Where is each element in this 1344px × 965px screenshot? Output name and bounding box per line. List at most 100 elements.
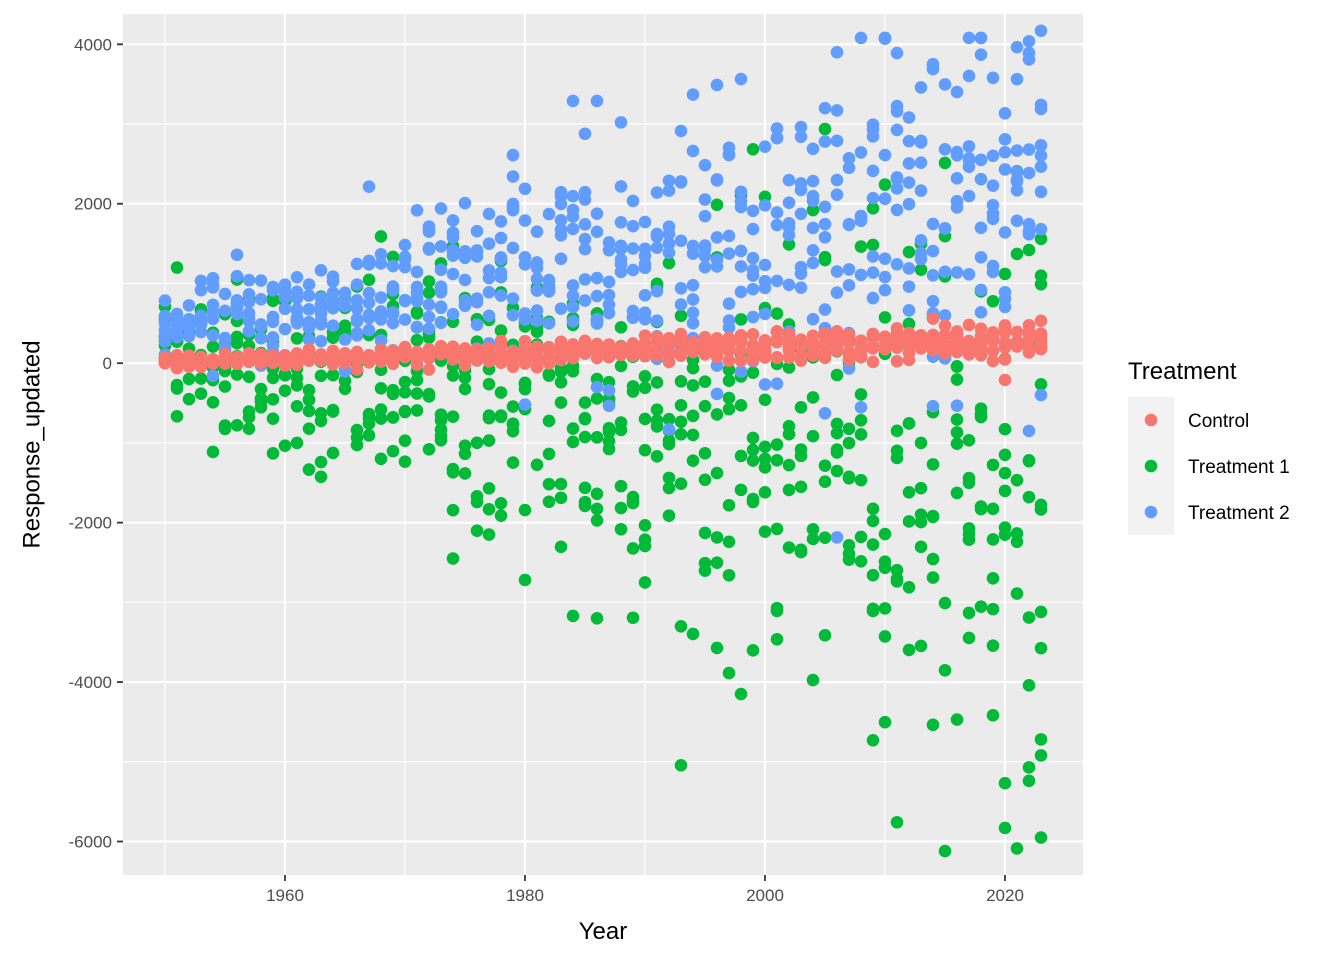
data-point (914, 81, 928, 94)
data-point (698, 473, 712, 487)
data-point (482, 207, 496, 221)
data-point (542, 273, 556, 287)
data-point (446, 352, 460, 366)
data-point (794, 260, 808, 274)
data-point (278, 439, 292, 453)
data-point (422, 286, 436, 299)
data-point (398, 434, 412, 447)
data-point (1010, 325, 1024, 339)
legend-key (1144, 413, 1158, 427)
data-point (1034, 185, 1048, 199)
data-point (482, 482, 496, 495)
data-point (830, 286, 844, 299)
data-point (662, 246, 676, 259)
data-point (698, 193, 712, 206)
data-point (746, 352, 760, 366)
data-point (794, 340, 808, 354)
data-point (254, 292, 268, 306)
data-point (686, 428, 700, 442)
data-point (938, 78, 952, 91)
data-point (902, 643, 916, 657)
data-point (914, 540, 928, 554)
plot-panel-background (123, 14, 1083, 875)
data-point (302, 289, 316, 302)
data-point (374, 257, 388, 270)
data-point (842, 538, 856, 552)
data-point (698, 556, 712, 570)
data-point (350, 329, 364, 342)
data-point (482, 264, 496, 277)
data-point (806, 523, 820, 536)
data-point (902, 157, 916, 170)
data-point (494, 231, 508, 245)
data-point (254, 331, 268, 345)
data-point (1034, 277, 1048, 291)
data-point (926, 458, 940, 471)
data-point (866, 502, 880, 516)
data-point (722, 229, 736, 243)
data-point (962, 267, 976, 281)
data-point (194, 283, 208, 297)
data-point (626, 490, 640, 504)
data-point (674, 759, 688, 772)
data-point (626, 263, 640, 277)
data-point (866, 733, 880, 747)
data-point (698, 249, 712, 263)
data-point (530, 314, 544, 328)
data-point (686, 379, 700, 392)
data-point (902, 134, 916, 148)
data-point (326, 446, 340, 460)
data-point (494, 266, 508, 279)
data-point (950, 85, 964, 99)
data-point (914, 481, 928, 495)
data-point (1010, 842, 1024, 855)
data-point (398, 313, 412, 326)
legend-items: Control Treatment 1 Treatment 2 (1144, 411, 1290, 524)
data-point (962, 31, 976, 45)
data-point (650, 403, 664, 417)
data-point (530, 340, 544, 354)
data-point (758, 525, 772, 538)
data-point (410, 320, 424, 334)
data-point (926, 571, 940, 584)
data-point (710, 253, 724, 266)
data-point (218, 304, 232, 318)
data-point (806, 189, 820, 203)
data-point (446, 465, 460, 479)
data-point (638, 576, 652, 589)
data-point (470, 318, 484, 331)
y-tick-label: -6000 (69, 833, 112, 852)
data-point (434, 240, 448, 253)
data-point (854, 473, 868, 487)
data-point (890, 355, 904, 368)
data-point (410, 204, 424, 217)
data-point (878, 602, 892, 615)
data-point (974, 410, 988, 424)
data-point (1034, 733, 1048, 746)
data-point (842, 436, 856, 450)
data-point (638, 381, 652, 395)
data-point (614, 423, 628, 437)
data-point (914, 184, 928, 197)
data-point (1022, 774, 1036, 788)
data-point (674, 415, 688, 429)
data-point (710, 408, 724, 421)
data-point (866, 355, 880, 369)
data-point (890, 172, 904, 186)
data-point (506, 200, 520, 214)
x-axis-title: Year (579, 918, 628, 945)
data-point (902, 485, 916, 499)
data-point (746, 443, 760, 457)
data-point (326, 295, 340, 309)
data-point (890, 815, 904, 829)
data-point (218, 422, 232, 436)
data-point (470, 343, 484, 357)
data-point (818, 135, 832, 148)
data-point (698, 330, 712, 344)
data-point (1022, 490, 1036, 504)
series-control (158, 312, 1048, 387)
data-point (926, 268, 940, 282)
data-point (794, 183, 808, 197)
data-point (434, 316, 448, 330)
data-point (314, 264, 328, 277)
